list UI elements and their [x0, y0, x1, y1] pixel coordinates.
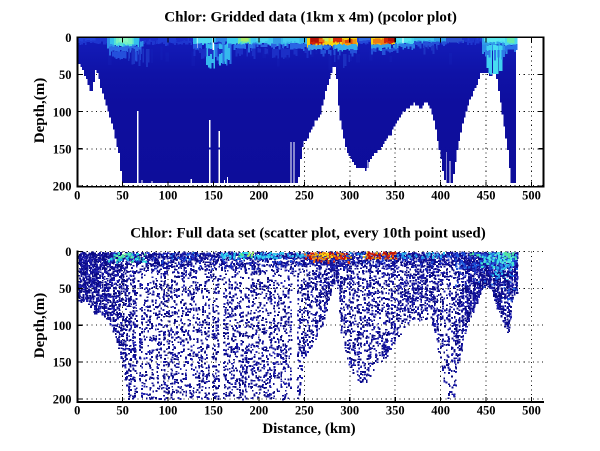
svg-text:150: 150 — [204, 404, 223, 418]
svg-text:250: 250 — [295, 189, 314, 203]
svg-text:350: 350 — [386, 404, 405, 418]
svg-text:200: 200 — [53, 393, 72, 407]
svg-text:400: 400 — [431, 189, 450, 203]
svg-text:100: 100 — [159, 189, 178, 203]
svg-text:300: 300 — [340, 404, 359, 418]
svg-text:150: 150 — [53, 142, 72, 156]
svg-text:Distance, (km): Distance, (km) — [262, 421, 355, 437]
svg-text:200: 200 — [250, 189, 269, 203]
svg-text:200: 200 — [250, 404, 269, 418]
svg-text:Chlor: Full data set (scatter: Chlor: Full data set (scatter plot, ever… — [130, 225, 486, 241]
svg-text:400: 400 — [431, 404, 450, 418]
svg-text:Depth,(m): Depth,(m) — [32, 293, 48, 358]
svg-text:100: 100 — [53, 105, 72, 119]
svg-text:450: 450 — [477, 404, 496, 418]
svg-text:50: 50 — [59, 282, 72, 296]
svg-text:0: 0 — [65, 245, 71, 259]
svg-text:150: 150 — [204, 189, 223, 203]
svg-text:0: 0 — [65, 31, 71, 45]
svg-text:150: 150 — [53, 356, 72, 370]
svg-text:450: 450 — [477, 189, 496, 203]
svg-text:50: 50 — [116, 404, 129, 418]
svg-text:100: 100 — [53, 319, 72, 333]
svg-text:250: 250 — [295, 404, 314, 418]
svg-text:350: 350 — [386, 189, 405, 203]
svg-text:Depth,(m): Depth,(m) — [32, 78, 48, 143]
svg-text:100: 100 — [159, 404, 178, 418]
svg-text:500: 500 — [522, 404, 541, 418]
svg-text:0: 0 — [74, 404, 80, 418]
svg-text:300: 300 — [340, 189, 359, 203]
svg-text:200: 200 — [53, 180, 72, 194]
svg-text:Chlor: Gridded data (1km x 4m): Chlor: Gridded data (1km x 4m) (pcolor p… — [164, 10, 457, 26]
svg-text:0: 0 — [74, 189, 80, 203]
svg-text:50: 50 — [59, 68, 72, 82]
svg-text:50: 50 — [116, 189, 129, 203]
svg-text:500: 500 — [522, 189, 541, 203]
